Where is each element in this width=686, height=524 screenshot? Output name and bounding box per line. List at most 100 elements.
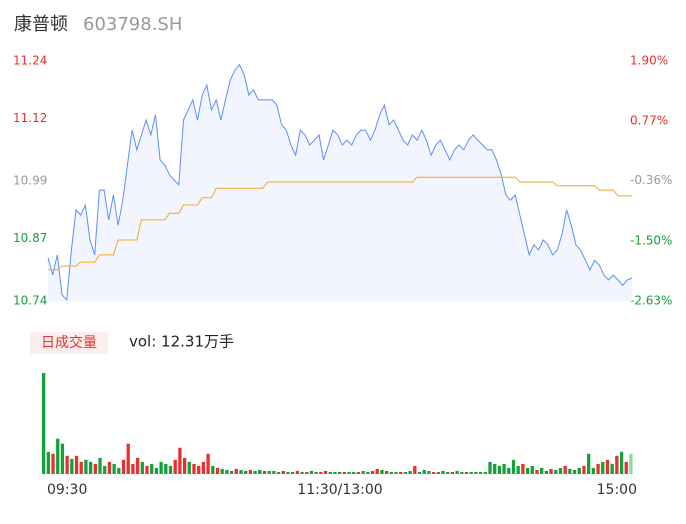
volume-bar bbox=[338, 471, 342, 474]
volume-bar bbox=[455, 470, 459, 474]
volume-bar bbox=[135, 457, 140, 474]
volume-bar bbox=[431, 471, 436, 474]
volume-bar bbox=[323, 470, 328, 474]
volume-bar bbox=[276, 471, 281, 474]
volume-bar bbox=[70, 458, 74, 474]
volume-bar bbox=[211, 465, 215, 474]
volume-bar bbox=[347, 471, 351, 474]
volume-bar bbox=[596, 463, 600, 474]
volume-bar bbox=[558, 467, 563, 474]
volume-bar bbox=[107, 461, 112, 474]
volume-bar bbox=[530, 465, 534, 474]
volume-bar bbox=[309, 470, 314, 474]
volume-bar bbox=[525, 467, 530, 474]
volume-bar bbox=[131, 463, 135, 474]
volume-bar bbox=[361, 470, 365, 474]
volume-bar bbox=[605, 459, 610, 474]
volume-bar bbox=[65, 455, 69, 474]
volume-bar bbox=[154, 467, 159, 474]
volume-bar bbox=[497, 465, 502, 474]
volume-bar bbox=[93, 463, 97, 474]
volume-bar bbox=[253, 470, 257, 474]
volume-bar bbox=[248, 469, 253, 474]
y2-tick-label: 1.90% bbox=[630, 54, 668, 68]
volume-bar bbox=[79, 461, 83, 474]
volume-bar bbox=[488, 461, 492, 474]
volume-bar bbox=[51, 453, 55, 474]
volume-bar bbox=[591, 467, 596, 474]
volume-bar bbox=[42, 373, 46, 474]
volume-bar bbox=[540, 467, 544, 474]
volume-bar bbox=[229, 470, 234, 474]
volume-bar bbox=[582, 465, 586, 474]
volume-bar bbox=[375, 468, 379, 474]
volume-bar bbox=[305, 471, 309, 474]
volume-bar bbox=[225, 469, 229, 474]
volume-bar bbox=[610, 463, 614, 474]
volume-bar bbox=[601, 461, 605, 474]
volume-bar bbox=[384, 470, 389, 474]
volume-bar bbox=[436, 471, 440, 474]
volume-bar bbox=[215, 467, 220, 474]
volume-bar bbox=[469, 471, 473, 474]
volume-bar bbox=[192, 463, 196, 474]
volume-bar bbox=[333, 471, 337, 474]
average-line bbox=[48, 176, 632, 271]
price-area bbox=[48, 64, 632, 301]
volume-bar bbox=[502, 463, 506, 474]
volume-bar bbox=[399, 471, 403, 474]
volume-bar bbox=[624, 461, 628, 474]
volume-bar bbox=[328, 471, 332, 474]
price-line bbox=[47, 63, 633, 302]
volume-bar bbox=[121, 459, 126, 474]
volume-bar bbox=[417, 471, 422, 474]
volume-bar bbox=[380, 469, 384, 474]
volume-bar bbox=[352, 471, 356, 474]
volume-bar bbox=[478, 471, 483, 474]
volume-bar bbox=[187, 461, 191, 474]
volume-bar bbox=[300, 471, 304, 474]
volume-bar bbox=[117, 467, 121, 474]
y-tick-label: 11.12 bbox=[13, 111, 47, 125]
volume-bar bbox=[356, 471, 361, 474]
volume-bar bbox=[342, 471, 346, 474]
volume-bar bbox=[74, 455, 79, 474]
volume-bar bbox=[629, 453, 633, 474]
y-tick-label: 10.74 bbox=[13, 294, 47, 308]
volume-bar bbox=[272, 470, 276, 474]
volume-bar bbox=[408, 470, 412, 474]
volume-bar bbox=[239, 469, 243, 474]
volume-bar bbox=[145, 465, 149, 474]
volume-bar bbox=[60, 443, 65, 474]
volume-bar bbox=[563, 465, 567, 474]
volume-bar bbox=[201, 461, 206, 474]
volume-label-bg bbox=[30, 332, 108, 354]
volume-bar bbox=[516, 465, 520, 474]
volume-bar bbox=[441, 470, 445, 474]
volume-bar bbox=[88, 461, 93, 474]
volume-bar bbox=[389, 471, 393, 474]
volume-bar bbox=[521, 463, 525, 474]
x-tick-label: 09:30 bbox=[47, 482, 87, 498]
volume-bar bbox=[577, 467, 581, 474]
volume-bar bbox=[267, 470, 271, 474]
y2-tick-label: -0.36% bbox=[630, 173, 672, 187]
stock-code: 603798.SH bbox=[83, 14, 182, 35]
volume-bar bbox=[446, 471, 450, 474]
volume-bar bbox=[164, 463, 168, 474]
y-tick-label: 10.99 bbox=[13, 174, 47, 188]
volume-bar bbox=[197, 465, 201, 474]
volume-bar bbox=[168, 465, 173, 474]
volume-bar bbox=[319, 471, 323, 474]
volume-bar bbox=[460, 471, 464, 474]
volume-bar bbox=[258, 469, 262, 474]
volume-total: vol: 12.31万手 bbox=[129, 333, 234, 351]
volume-bar bbox=[150, 463, 154, 474]
volume-bar bbox=[112, 463, 116, 474]
volume-bar bbox=[281, 470, 285, 474]
volume-bar bbox=[619, 451, 624, 474]
volume-bar bbox=[46, 451, 50, 474]
volume-bar bbox=[427, 470, 431, 474]
volume-bar bbox=[403, 471, 408, 474]
